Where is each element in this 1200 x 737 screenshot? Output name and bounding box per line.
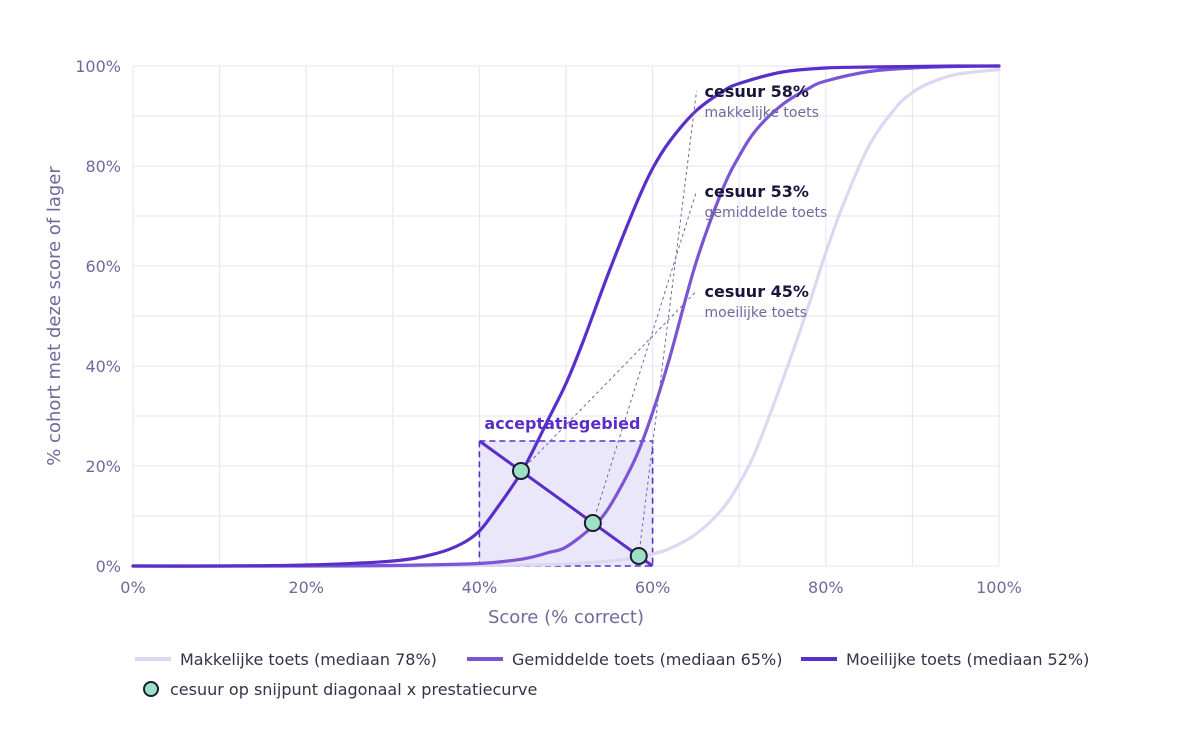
x-tick-label: 80% (808, 578, 844, 597)
y-tick-label: 20% (85, 457, 121, 476)
acceptance-label: acceptatiegebied (484, 414, 640, 433)
y-tick-label: 80% (85, 157, 121, 176)
x-tick-label: 100% (976, 578, 1022, 597)
legend: Makkelijke toets (mediaan 78%) Gemiddelde… (135, 650, 1089, 699)
y-tick-label: 40% (85, 357, 121, 376)
leader-line (638, 90, 698, 557)
annotations: cesuur 45% moeilijke toets cesuur 53% gemid… (705, 82, 828, 321)
y-tick-label: 60% (85, 257, 121, 276)
cut-point-title: cesuur 53% (705, 182, 809, 201)
cut-point-subtitle: makkelijke toets (705, 105, 819, 121)
cut-point-marker (511, 462, 530, 480)
x-tick-label: 20% (288, 578, 324, 597)
series-lines (131, 64, 1001, 568)
cut-point-title: cesuur 58% (705, 82, 809, 101)
acceptance-diagonal (478, 439, 654, 568)
legend-label: Gemiddelde toets (mediaan 65%) (512, 650, 782, 669)
y-tick-label: 100% (75, 57, 121, 76)
cut-point-marker (629, 547, 648, 565)
leader-line (592, 190, 698, 524)
series-line-moeilijk (131, 64, 1001, 568)
cut-points (511, 462, 648, 565)
series-line-gemiddeld (131, 64, 1001, 568)
y-tick-label: 0% (96, 557, 121, 576)
cut-point-title: cesuur 45% (705, 282, 809, 301)
cut-point-marker (583, 514, 602, 532)
cut-point-subtitle: moeilijke toets (705, 305, 808, 321)
axes: Score (% correct) % cohort met deze scor… (44, 57, 1022, 628)
legend-label: Makkelijke toets (mediaan 78%) (180, 650, 437, 669)
legend-marker-label: cesuur op snijpunt diagonaal x prestatie… (170, 680, 537, 699)
y-axis-title: % cohort met deze score of lager (44, 166, 65, 466)
cut-point-subtitle: gemiddelde toets (705, 205, 828, 221)
x-tick-label: 60% (635, 578, 671, 597)
x-axis-title: Score (% correct) (488, 607, 644, 628)
x-tick-label: 40% (462, 578, 498, 597)
legend-marker (143, 681, 159, 697)
annotation-leaders (520, 90, 698, 557)
legend-label: Moeilijke toets (mediaan 52%) (846, 650, 1089, 669)
x-tick-label: 0% (120, 578, 145, 597)
